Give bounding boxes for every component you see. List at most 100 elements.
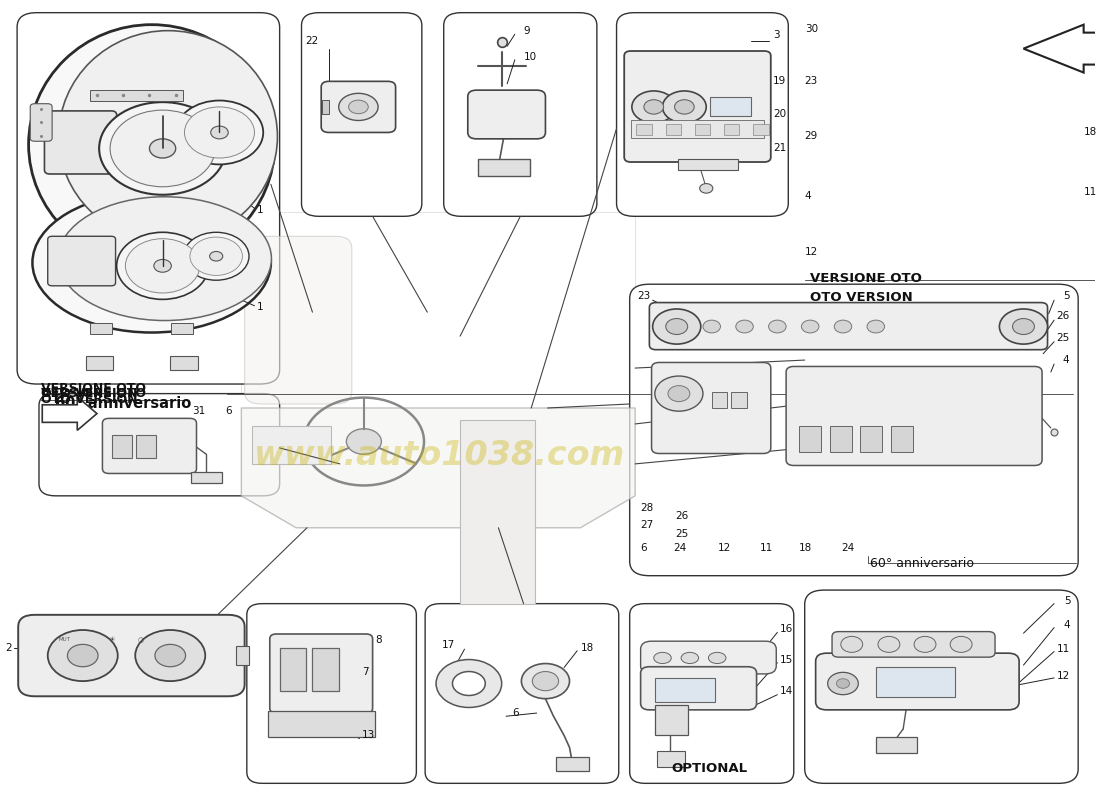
Text: 13: 13 [362,730,375,741]
Text: 23: 23 [637,291,650,301]
Text: 31: 31 [192,406,206,416]
Text: 12: 12 [805,247,818,258]
Circle shape [644,100,663,114]
Bar [695,124,711,135]
Polygon shape [1023,25,1100,73]
Circle shape [836,678,849,688]
Circle shape [666,318,688,334]
Circle shape [190,237,242,275]
FancyBboxPatch shape [301,13,421,216]
Text: 11: 11 [1084,187,1097,198]
FancyBboxPatch shape [44,111,117,174]
Bar [112,435,132,458]
FancyBboxPatch shape [270,634,373,713]
FancyBboxPatch shape [815,653,1019,710]
Text: 22: 22 [305,36,318,46]
Text: 17: 17 [441,640,454,650]
Text: 5: 5 [1064,596,1070,606]
Polygon shape [42,397,97,430]
Text: 11: 11 [760,542,773,553]
Text: www.auto1038.com: www.auto1038.com [253,439,624,473]
FancyBboxPatch shape [805,590,1078,783]
Bar [90,90,184,101]
Bar [630,121,764,138]
Circle shape [47,630,118,681]
Text: 18: 18 [581,642,594,653]
Text: 23: 23 [805,75,818,86]
FancyBboxPatch shape [640,641,777,674]
FancyBboxPatch shape [832,631,996,657]
Circle shape [150,139,176,158]
Circle shape [867,320,884,333]
Circle shape [631,91,675,123]
Text: 12: 12 [718,542,732,553]
Text: VERSIONE OTO: VERSIONE OTO [41,382,146,395]
Text: 60° anniversario: 60° anniversario [55,396,191,411]
Text: 20: 20 [773,109,786,119]
Bar [170,356,198,370]
Text: 26: 26 [675,510,689,521]
FancyBboxPatch shape [39,394,279,496]
Ellipse shape [29,25,275,264]
FancyBboxPatch shape [47,236,116,286]
FancyBboxPatch shape [624,51,771,162]
Circle shape [155,644,186,666]
Circle shape [878,636,900,652]
Bar [710,98,751,117]
Bar [678,159,738,170]
Text: MUT: MUT [58,637,70,642]
Bar [712,392,727,408]
Circle shape [211,126,228,139]
Text: 6: 6 [640,542,647,553]
Text: 3: 3 [773,30,780,40]
Text: VERSIONE OTO: VERSIONE OTO [41,387,146,400]
Text: 29: 29 [805,131,818,142]
FancyBboxPatch shape [629,284,1078,576]
Text: 60° anniversario: 60° anniversario [870,558,975,570]
Text: 5: 5 [1063,291,1069,301]
Text: 24: 24 [840,542,854,553]
Text: 4: 4 [1063,355,1069,365]
Text: 14: 14 [780,686,793,697]
Text: 19: 19 [773,75,786,86]
Text: 2: 2 [6,642,12,653]
FancyBboxPatch shape [19,615,244,696]
Ellipse shape [58,30,277,242]
Circle shape [125,238,200,293]
Text: OTO VERSION: OTO VERSION [41,393,138,406]
Circle shape [154,259,172,272]
Circle shape [914,636,936,652]
Circle shape [521,663,570,698]
Circle shape [99,102,226,194]
Bar [477,159,530,176]
Text: OTO VERSION: OTO VERSION [811,290,913,303]
Circle shape [185,107,254,158]
FancyBboxPatch shape [102,418,197,474]
Circle shape [652,309,701,344]
Circle shape [110,110,216,186]
Text: 4: 4 [1064,620,1070,630]
Circle shape [135,630,206,681]
Bar [891,426,913,452]
Bar [557,757,590,771]
FancyBboxPatch shape [640,666,757,710]
Circle shape [117,232,209,299]
Bar [252,426,331,464]
Text: 7: 7 [362,666,369,677]
Circle shape [834,320,851,333]
Text: 26: 26 [1056,311,1069,321]
Circle shape [1012,318,1034,334]
Text: 16: 16 [780,624,793,634]
Bar [172,322,194,334]
Bar [90,322,112,334]
Text: 1: 1 [256,205,263,215]
Circle shape [67,644,98,666]
Text: 27: 27 [640,520,653,530]
Bar [279,647,306,691]
Ellipse shape [681,652,698,663]
Text: 18: 18 [1084,127,1097,138]
Circle shape [736,320,754,333]
Circle shape [654,376,703,411]
Circle shape [668,386,690,402]
FancyBboxPatch shape [651,362,771,454]
